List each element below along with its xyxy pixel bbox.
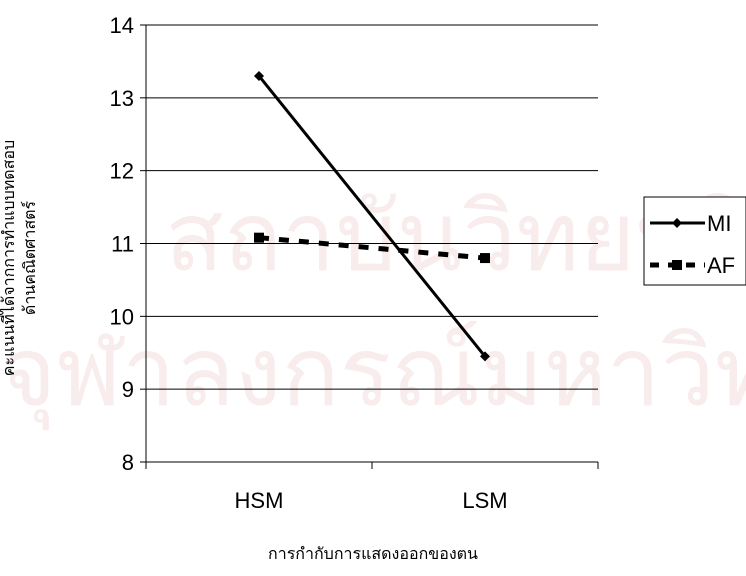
y-tick-label-12: 12: [110, 159, 134, 184]
point-af-lsm: [480, 253, 490, 264]
point-mi-lsm: [480, 351, 490, 362]
series-line-af: [258, 235, 486, 261]
legend-box: [643, 196, 746, 286]
x-tick-label-hsm: HSM: [235, 488, 284, 513]
legend-items: MI AF: [650, 211, 735, 278]
y-tick-labels: 8 9 10 11 12 13 14: [110, 13, 134, 475]
axes: [140, 24, 599, 469]
legend: MI AF: [643, 196, 746, 286]
point-mi-hsm: [254, 70, 264, 81]
series-line-mi: [257, 75, 487, 358]
x-tick-label-lsm: LSM: [462, 488, 507, 513]
legend-marker-mi: [672, 218, 682, 228]
y-axis-title-line-1: คะแนนที่ได้จากการทำแบบทดสอบ: [0, 140, 18, 376]
legend-label-mi: MI: [707, 211, 731, 236]
y-axis-title: คะแนนที่ได้จากการทำแบบทดสอบ ด้านคณิตศาสต…: [0, 140, 39, 376]
y-tick-label-9: 9: [122, 377, 134, 402]
legend-label-af: AF: [707, 253, 735, 278]
x-axis-title: การกำกับการแสดงออกของตน: [268, 544, 478, 563]
legend-marker-af: [672, 260, 682, 270]
y-tick-label-13: 13: [110, 86, 134, 111]
gridlines: [146, 24, 598, 390]
y-tick-label-11: 11: [111, 232, 134, 257]
series-lines: [254, 70, 490, 362]
y-axis-title-line-2: ด้านคณิตศาสตร์: [20, 201, 39, 316]
watermark-line-2: จุฬาลงกรณ์มหาวิทยาลัย: [0, 316, 746, 431]
point-af-hsm: [254, 232, 264, 243]
y-tick-label-10: 10: [110, 304, 134, 329]
y-tick-label-8: 8: [122, 450, 134, 475]
y-tick-label-14: 14: [110, 13, 134, 38]
x-tick-labels: HSM LSM: [235, 488, 508, 513]
